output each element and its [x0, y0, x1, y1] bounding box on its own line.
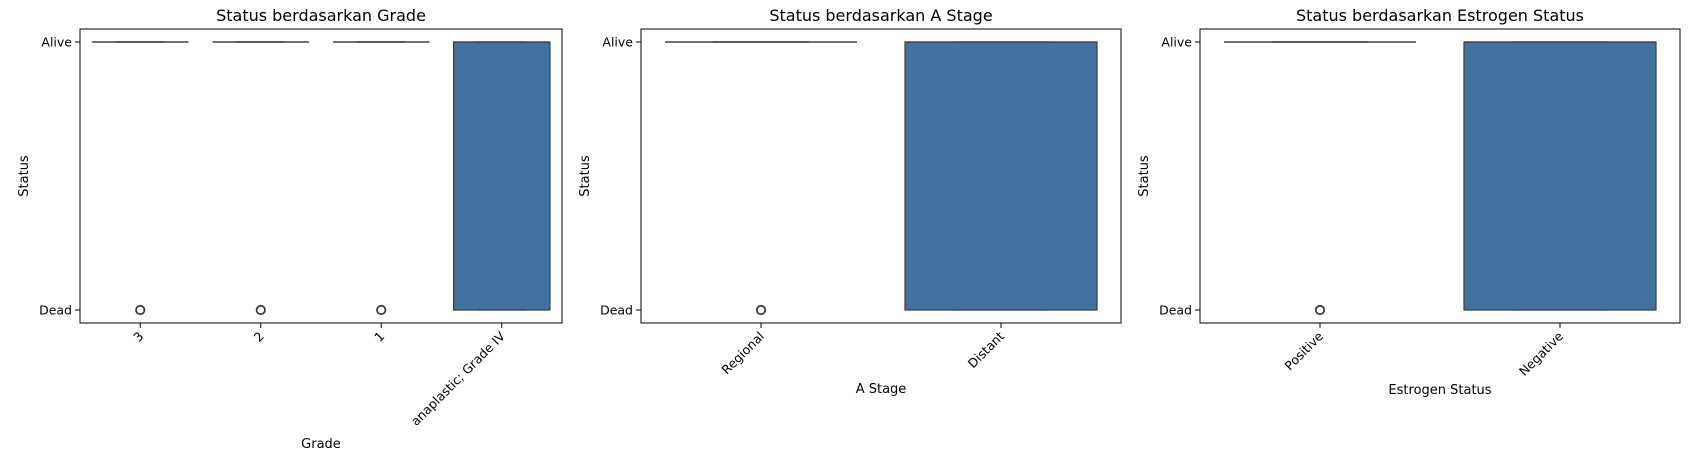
- box-body: [1463, 41, 1657, 311]
- chart-title: Status berdasarkan A Stage: [769, 6, 992, 25]
- x-tick-label: Negative: [1516, 328, 1566, 378]
- chart-panel-2: Dead Alive Regional Distant Status berdasark…: [578, 6, 1122, 397]
- y-tick-label: Dead: [1159, 303, 1192, 318]
- box-2: [904, 41, 1098, 311]
- x-tick-label: Positive: [1281, 328, 1326, 373]
- plot-frame: [1199, 28, 1681, 324]
- box-1: [1224, 41, 1416, 316]
- x-tick-label: Regional: [718, 329, 767, 378]
- box-3: [333, 41, 430, 316]
- y-tick-label: Dead: [39, 303, 72, 318]
- box-4: [452, 41, 551, 311]
- chart-title: Status berdasarkan Estrogen Status: [1296, 6, 1584, 25]
- box-1: [92, 41, 189, 316]
- y-axis-label: Status: [1137, 155, 1152, 197]
- chart-panel-3: Dead Alive Positive Negative Status berdasar…: [1137, 6, 1681, 398]
- x-tick-label: 1: [371, 329, 387, 345]
- outlier-point: [376, 304, 387, 316]
- outlier-point: [255, 304, 266, 316]
- chart-title: Status berdasarkan Grade: [216, 6, 426, 25]
- box-2: [212, 41, 309, 316]
- box-body: [904, 41, 1098, 311]
- x-tick-label: Distant: [965, 328, 1007, 370]
- x-tick-label: 3: [130, 329, 146, 345]
- chart-panel-1: Dead Alive 3 2 1 anaplastic; Grade IV Status b…: [17, 6, 563, 452]
- x-tick-label: anaplastic; Grade IV: [408, 328, 508, 428]
- y-tick-label: Alive: [602, 35, 633, 50]
- y-axis-label: Status: [578, 155, 593, 197]
- y-tick-label: Alive: [41, 35, 72, 50]
- x-tick-label: 2: [251, 329, 267, 345]
- box-1: [665, 41, 857, 316]
- x-axis-label: A Stage: [856, 382, 907, 397]
- plot-frame: [640, 28, 1122, 324]
- outlier-point: [755, 304, 767, 316]
- outlier-point: [135, 304, 146, 316]
- outlier-point: [1314, 304, 1326, 316]
- box-body: [452, 41, 551, 311]
- x-axis-label: Estrogen Status: [1388, 383, 1491, 398]
- x-axis-label: Grade: [301, 437, 341, 452]
- box-2: [1463, 41, 1657, 311]
- y-tick-label: Alive: [1161, 35, 1192, 50]
- y-tick-label: Dead: [600, 303, 633, 318]
- plot-frame: [79, 28, 563, 324]
- y-axis-label: Status: [17, 155, 32, 197]
